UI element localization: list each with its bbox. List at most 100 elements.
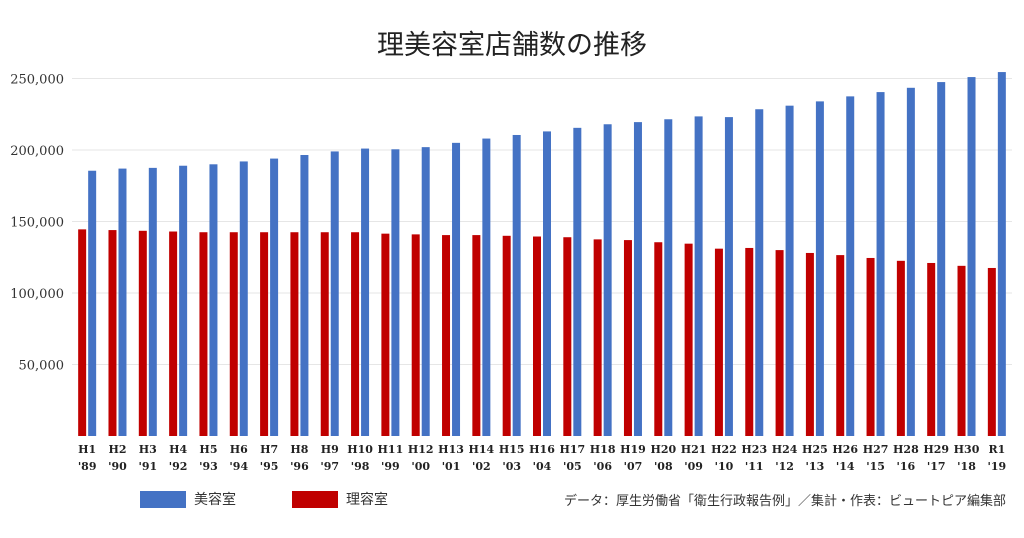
x-tick-label-era: H12 [408, 443, 434, 456]
x-tick-label-year: '17 [927, 460, 946, 473]
bar-biyoushitsu [421, 147, 430, 436]
y-tick-label: 100,000 [10, 287, 64, 302]
bar-biyoushitsu [88, 170, 97, 437]
bar-riyoushitsu [593, 239, 602, 436]
x-tick-label-era: H10 [347, 443, 373, 456]
x-tick-label-year: '11 [745, 460, 764, 473]
x-tick-label-era: H25 [802, 443, 828, 456]
bar-riyoushitsu [623, 240, 632, 436]
x-tick-label-year: '09 [684, 460, 703, 473]
bar-riyoushitsu [533, 236, 541, 436]
x-tick-label-year: '04 [533, 460, 552, 473]
x-tick-label-year: '91 [138, 460, 157, 473]
x-tick-label-year: '00 [411, 460, 430, 473]
x-tick-label-era: H1 [78, 443, 96, 456]
x-tick-label-era: H9 [321, 443, 339, 456]
bar-riyoushitsu [714, 248, 723, 436]
x-tick-label-year: '07 [624, 460, 643, 473]
x-tick-label-era: H17 [559, 443, 585, 456]
bar-riyoushitsu [563, 237, 572, 436]
bar-biyoushitsu [724, 117, 733, 437]
legend-swatch-biyoushitsu [140, 490, 186, 508]
legend-item-biyoushitsu: 美容室 [140, 489, 236, 509]
bar-riyoushitsu [957, 265, 966, 436]
x-tick-label-year: '98 [351, 460, 370, 473]
bar-riyoushitsu [320, 232, 329, 436]
x-tick-label-year: '12 [775, 460, 794, 473]
y-tick-label: 150,000 [10, 216, 64, 231]
x-tick-label-year: '08 [654, 460, 673, 473]
x-tick-label-era: H19 [620, 443, 646, 456]
x-tick-label-era: H14 [469, 443, 495, 456]
x-tick-label-year: '96 [290, 460, 309, 473]
legend-swatch-riyoushitsu [292, 490, 338, 508]
x-tick-label-year: '13 [806, 460, 825, 473]
gridlines [72, 78, 1012, 365]
bar-biyoushitsu [603, 124, 612, 436]
bar-biyoushitsu [755, 109, 764, 437]
x-tick-label-year: '14 [836, 460, 855, 473]
x-tick-label-era: H24 [772, 443, 798, 456]
bar-riyoushitsu [169, 231, 178, 436]
bar-biyoushitsu [452, 142, 461, 436]
bar-biyoushitsu [906, 87, 915, 437]
legend-item-riyoushitsu: 理容室 [292, 489, 388, 509]
bar-biyoushitsu [512, 134, 521, 437]
bar-riyoushitsu [411, 234, 420, 436]
x-tick-label-era: H28 [893, 443, 919, 456]
x-tick-label-era: H20 [650, 443, 676, 456]
x-tick-label-year: '16 [897, 460, 916, 473]
x-tick-label-era: H27 [863, 443, 889, 456]
x-tick-label-era: H13 [438, 443, 464, 456]
x-tick-label-year: '95 [260, 460, 279, 473]
x-tick-label-era: R1 [988, 443, 1005, 456]
bar-riyoushitsu [987, 267, 996, 436]
x-tick-label-year: '05 [563, 460, 582, 473]
bar-riyoushitsu [836, 255, 845, 436]
bar-riyoushitsu [745, 247, 754, 436]
legend-label-riyoushitsu: 理容室 [346, 492, 388, 508]
x-tick-label-year: '90 [108, 460, 127, 473]
bar-riyoushitsu [896, 260, 905, 436]
chart-title: 理美容室店舗数の推移 [377, 30, 647, 61]
x-tick-label-era: H4 [169, 443, 187, 456]
x-tick-label-era: H30 [954, 443, 980, 456]
x-tick-label-era: H3 [139, 443, 157, 456]
bar-riyoushitsu [78, 229, 87, 436]
bar-biyoushitsu [300, 155, 309, 436]
bar-biyoushitsu [846, 96, 855, 436]
x-tick-label-era: H8 [290, 443, 308, 456]
bar-riyoushitsu [775, 250, 784, 436]
bar-biyoushitsu [482, 138, 491, 436]
bar-biyoushitsu [209, 164, 218, 437]
bar-biyoushitsu [361, 148, 370, 436]
x-tick-label-year: '19 [987, 460, 1006, 473]
x-tick-label-year: '02 [472, 460, 491, 473]
bar-riyoushitsu [108, 230, 117, 436]
legend-label-biyoushitsu: 美容室 [194, 492, 236, 508]
bar-biyoushitsu [876, 92, 885, 437]
x-tick-label-era: H21 [681, 443, 707, 456]
x-tick-label-era: H11 [378, 443, 404, 456]
x-tick-label-era: H7 [260, 443, 278, 456]
bar-biyoushitsu [633, 122, 642, 437]
x-tick-label-year: '99 [381, 460, 400, 473]
bar-biyoushitsu [573, 127, 582, 437]
bar-biyoushitsu [785, 105, 794, 437]
x-tick-label-year: '06 [593, 460, 612, 473]
x-tick-label-year: '03 [502, 460, 521, 473]
bar-riyoushitsu [654, 242, 663, 436]
x-tick-label-year: '89 [78, 460, 97, 473]
bar-riyoushitsu [684, 243, 693, 436]
y-tick-label: 250,000 [10, 73, 64, 88]
x-tick-label-era: H23 [741, 443, 767, 456]
x-tick-label-year: '93 [199, 460, 218, 473]
bar-biyoushitsu [179, 165, 188, 437]
source-note: データ：厚生労働省「衛生行政報告例」／集計・作表：ビュートピア編集部 [563, 494, 1006, 509]
bar-biyoushitsu [148, 167, 157, 436]
x-tick-label-era: H2 [108, 443, 126, 456]
bar-biyoushitsu [664, 119, 673, 436]
x-tick-label-era: H29 [923, 443, 949, 456]
bar-riyoushitsu [199, 232, 208, 436]
